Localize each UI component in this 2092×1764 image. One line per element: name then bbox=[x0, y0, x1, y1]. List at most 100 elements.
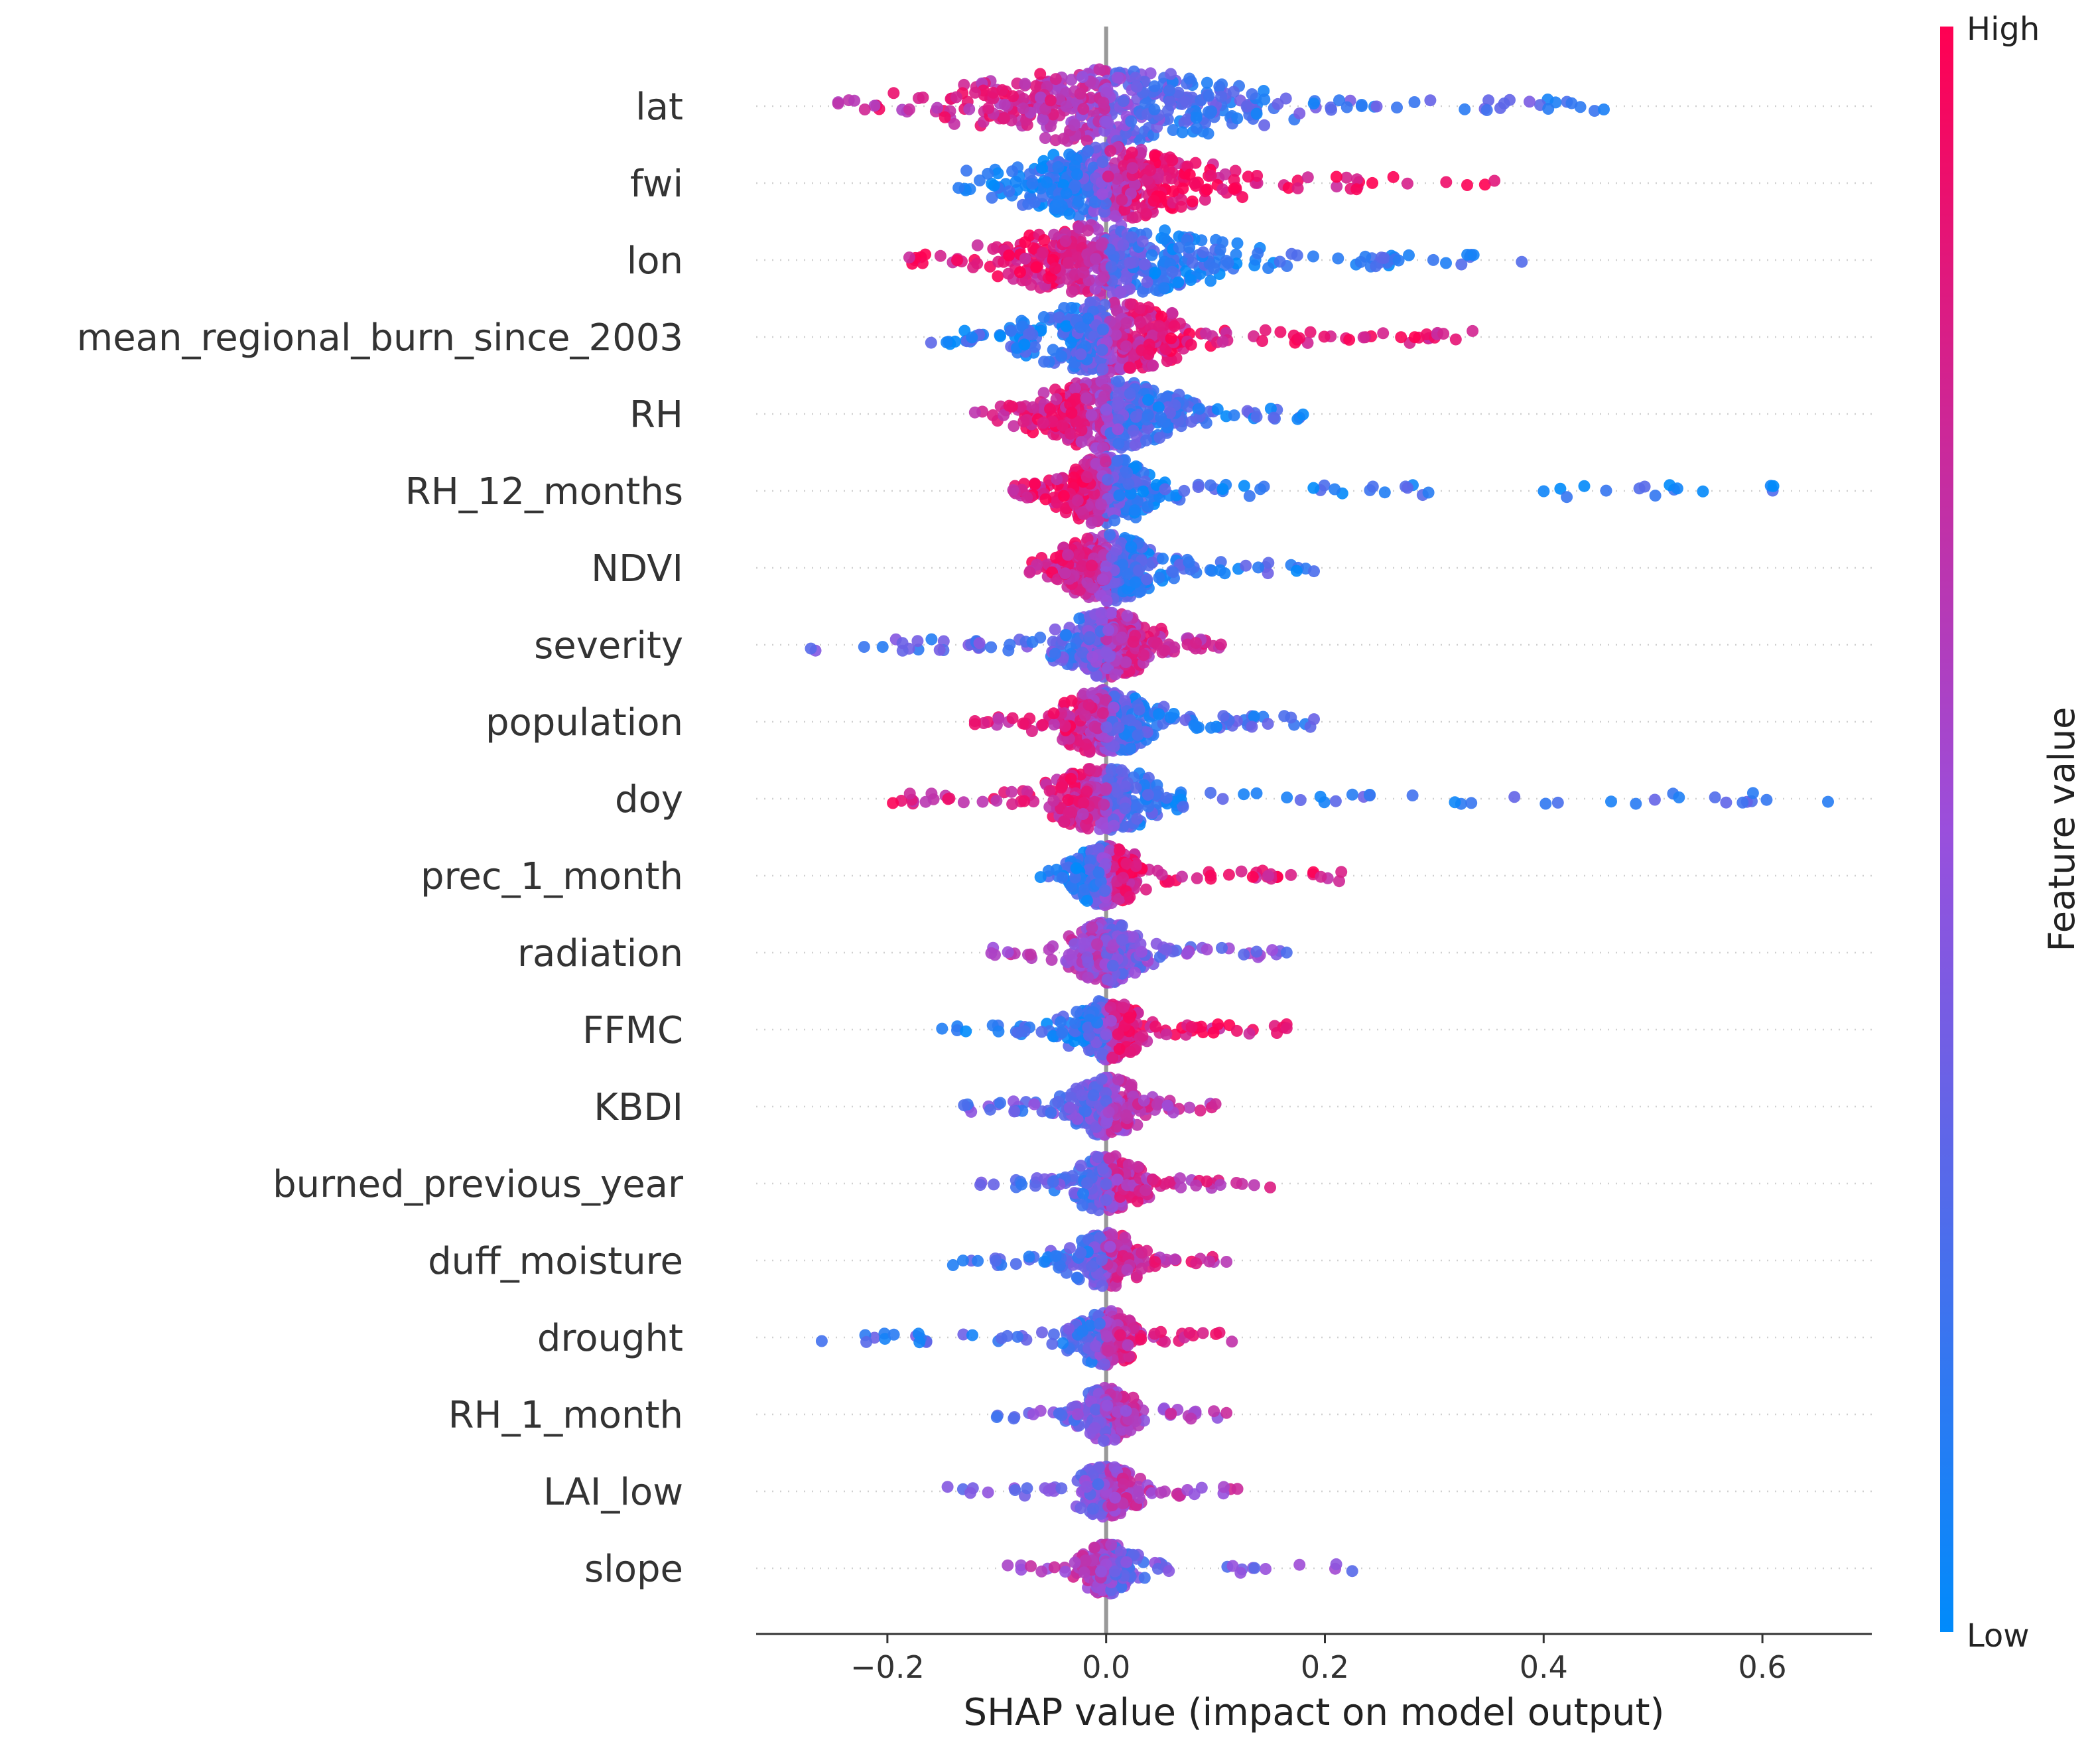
shap-point bbox=[1095, 498, 1107, 511]
shap-point bbox=[1066, 285, 1078, 298]
shap-point bbox=[1100, 455, 1112, 468]
shap-point bbox=[1053, 311, 1065, 324]
shap-point bbox=[1034, 632, 1047, 644]
shap-point bbox=[1181, 947, 1194, 959]
shap-point bbox=[1018, 795, 1031, 807]
shap-point bbox=[1134, 302, 1146, 314]
shap-point bbox=[1542, 103, 1555, 115]
shap-point bbox=[925, 336, 937, 349]
shap-point bbox=[1052, 161, 1065, 173]
shap-point bbox=[1076, 71, 1088, 83]
shap-point bbox=[933, 644, 946, 656]
shap-point bbox=[988, 179, 1000, 192]
shap-point bbox=[858, 641, 870, 653]
shap-point bbox=[1128, 178, 1141, 190]
shap-point bbox=[1158, 644, 1171, 657]
shap-point bbox=[1461, 249, 1474, 261]
shap-point bbox=[1002, 267, 1015, 280]
shap-point bbox=[1246, 88, 1258, 100]
shap-point bbox=[1216, 483, 1229, 496]
shap-point bbox=[911, 635, 924, 647]
shap-point bbox=[1172, 86, 1185, 99]
shap-point bbox=[1129, 72, 1142, 84]
shap-point bbox=[1057, 133, 1070, 145]
shap-point bbox=[1201, 76, 1213, 89]
shap-point bbox=[998, 98, 1011, 111]
shap-point bbox=[1205, 787, 1217, 799]
shap-point bbox=[1084, 631, 1096, 644]
shap-point bbox=[1168, 320, 1181, 332]
shap-point bbox=[1100, 721, 1113, 734]
shap-point bbox=[1096, 156, 1109, 169]
shap-point bbox=[1166, 306, 1179, 319]
shap-point bbox=[1136, 236, 1149, 247]
shap-point bbox=[1044, 94, 1057, 107]
shap-point bbox=[1217, 710, 1230, 722]
shap-point bbox=[1063, 949, 1075, 961]
shap-point bbox=[1071, 494, 1084, 507]
shap-point bbox=[1165, 68, 1177, 80]
shap-point bbox=[1081, 577, 1094, 589]
shap-point bbox=[1120, 340, 1132, 353]
shap-point bbox=[1227, 86, 1240, 98]
shap-point bbox=[1077, 103, 1090, 115]
shap-point bbox=[1370, 260, 1382, 273]
shap-point bbox=[1214, 638, 1227, 651]
shap-point bbox=[1034, 871, 1047, 884]
shap-point bbox=[1030, 261, 1043, 273]
shap-point bbox=[1086, 651, 1099, 663]
shap-point bbox=[1124, 283, 1136, 295]
shap-point bbox=[1047, 794, 1060, 807]
shap-point bbox=[1122, 478, 1135, 490]
shap-point bbox=[1116, 632, 1128, 644]
shap-point bbox=[1201, 943, 1213, 956]
shap-point bbox=[1069, 382, 1081, 395]
shap-point bbox=[1340, 171, 1352, 184]
shap-point bbox=[1111, 454, 1124, 467]
shap-point bbox=[917, 92, 929, 103]
shap-point bbox=[1551, 796, 1564, 809]
shap-point bbox=[1022, 198, 1035, 210]
shap-point bbox=[1006, 785, 1018, 798]
shap-point bbox=[1111, 172, 1124, 185]
shap-point bbox=[1638, 480, 1651, 493]
shap-point bbox=[1085, 409, 1098, 421]
shap-point bbox=[1116, 919, 1128, 932]
shap-point bbox=[1041, 176, 1053, 188]
shap-point bbox=[1098, 884, 1111, 897]
shap-point bbox=[1082, 224, 1094, 237]
shap-point bbox=[1191, 122, 1203, 135]
feature-points-severity bbox=[805, 606, 1227, 683]
shap-point bbox=[1019, 252, 1031, 265]
shap-point bbox=[1140, 883, 1152, 896]
shap-point bbox=[1605, 795, 1617, 808]
shap-point bbox=[1159, 483, 1171, 496]
shap-point bbox=[1109, 668, 1122, 681]
shap-point bbox=[1291, 182, 1304, 194]
shap-point bbox=[1246, 720, 1258, 733]
shap-point bbox=[1478, 178, 1491, 191]
shap-point bbox=[1164, 711, 1177, 724]
shap-point bbox=[1010, 176, 1022, 188]
shap-point bbox=[1125, 541, 1138, 553]
shap-point bbox=[1285, 247, 1298, 260]
shap-point bbox=[1096, 573, 1109, 586]
shap-point bbox=[1082, 699, 1095, 711]
shap-point bbox=[1377, 327, 1390, 340]
shap-point bbox=[1402, 177, 1413, 190]
shap-point bbox=[1166, 265, 1179, 278]
shap-point bbox=[1037, 311, 1050, 323]
shap-point bbox=[1630, 797, 1642, 810]
shap-point bbox=[1136, 945, 1148, 958]
shap-point bbox=[1205, 275, 1217, 287]
shap-point bbox=[1080, 738, 1092, 751]
shap-point bbox=[1017, 717, 1029, 730]
shap-point bbox=[1133, 564, 1145, 577]
shap-point bbox=[1112, 423, 1124, 436]
shap-point bbox=[887, 797, 899, 809]
shap-point bbox=[1167, 185, 1179, 198]
shap-point bbox=[1102, 624, 1115, 636]
shap-point bbox=[976, 795, 989, 808]
shap-point bbox=[1378, 486, 1391, 499]
shap-point bbox=[1153, 571, 1165, 584]
